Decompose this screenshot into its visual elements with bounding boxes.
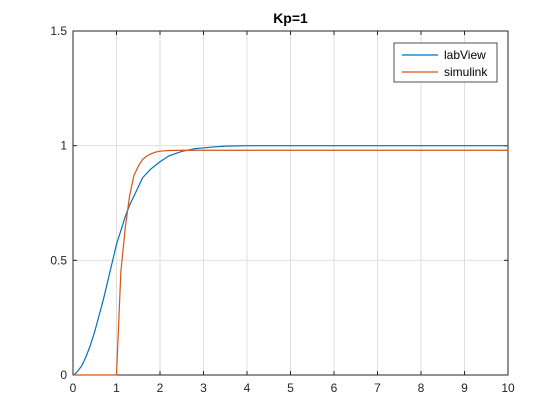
legend-box xyxy=(393,42,498,83)
x-tick-label: 5 xyxy=(287,381,294,395)
x-tick-label: 8 xyxy=(418,381,425,395)
x-tick-label: 1 xyxy=(113,381,120,395)
x-tick-label: 9 xyxy=(461,381,468,395)
series-line-labview xyxy=(72,145,508,376)
y-tick-label: 0.5 xyxy=(50,253,67,267)
x-tick-label: 7 xyxy=(374,381,381,395)
grid xyxy=(73,31,508,375)
x-tick-label: 4 xyxy=(244,381,251,395)
y-tick-label: 1.5 xyxy=(50,24,67,38)
series-layer xyxy=(72,145,508,376)
legend-label-simulink: simulink xyxy=(444,65,488,79)
x-tick-label: 6 xyxy=(331,381,338,395)
series-line-simulink xyxy=(73,149,508,376)
x-tick-label: 10 xyxy=(501,381,515,395)
legend-label-labview: labView xyxy=(444,48,486,62)
x-tick-label: 0 xyxy=(70,381,77,395)
chart-title: Kp=1 xyxy=(273,10,308,26)
legend: labView simulink xyxy=(393,42,498,83)
x-tick-label: 3 xyxy=(200,381,207,395)
x-tick-label: 2 xyxy=(157,381,164,395)
y-tick-label: 0 xyxy=(60,368,67,382)
y-tick-label: 1 xyxy=(60,139,67,153)
